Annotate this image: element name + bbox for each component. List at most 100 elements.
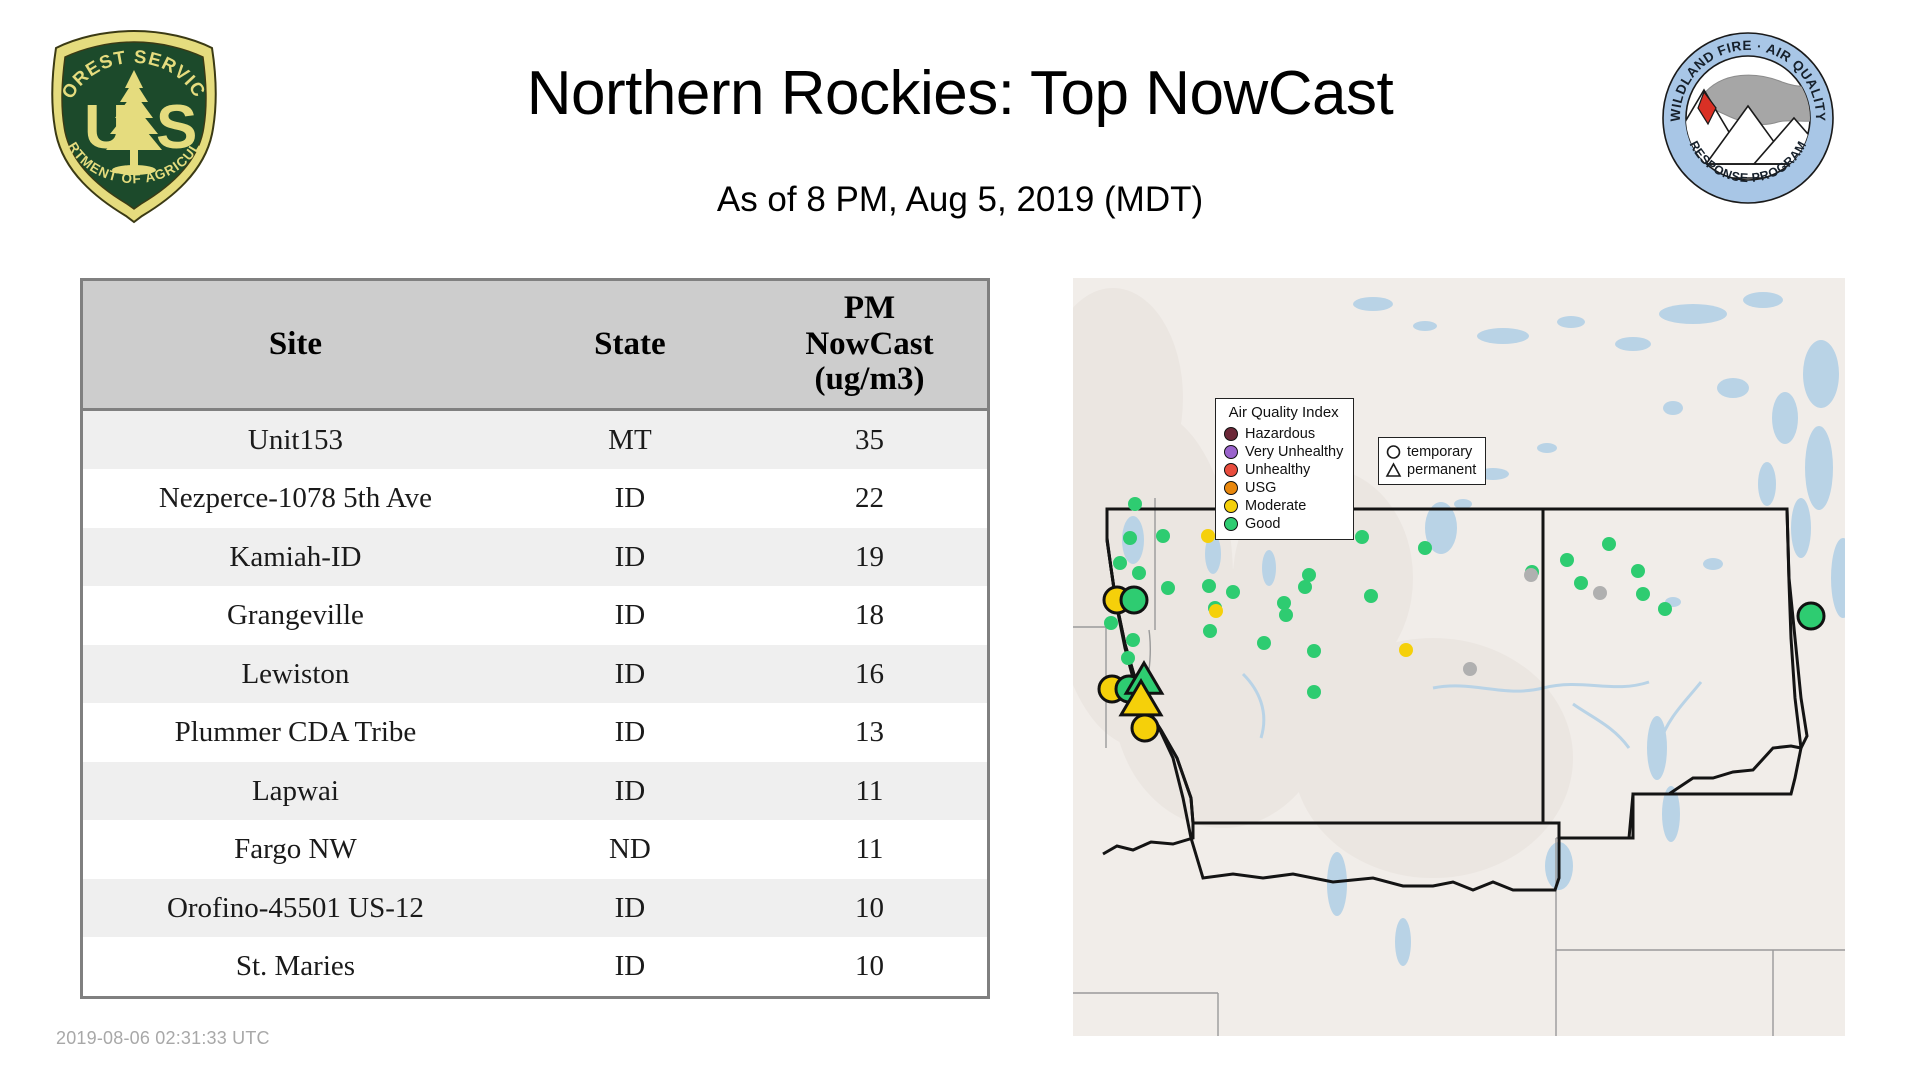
map-canvas[interactable] [1073, 278, 1845, 1036]
state-cell: ID [614, 599, 646, 632]
map-marker-temporary[interactable] [1104, 616, 1118, 630]
map-marker-temporary[interactable] [1574, 576, 1588, 590]
column-header-pm-nowcast: PM NowCast (ug/m3) [751, 281, 987, 411]
state-cell: ID [614, 774, 646, 807]
map-marker-temporary[interactable] [1796, 601, 1826, 631]
aqi-legend-label: Unhealthy [1245, 461, 1311, 478]
site-type-permanent-label: permanent [1407, 462, 1477, 478]
aqi-legend-swatch-icon [1224, 517, 1238, 531]
aqi-legend: Air Quality Index Hazardous Very Unhealth… [1215, 398, 1355, 540]
footer-timestamp: 2019-08-06 02:31:33 UTC [56, 1028, 270, 1048]
map-marker-temporary[interactable] [1302, 568, 1316, 582]
map-marker-temporary[interactable] [1279, 608, 1293, 622]
map-marker-temporary[interactable] [1126, 633, 1140, 647]
us-forest-service-logo: FOREST SERVICE U S DEPARTMENT OF AGRICUL… [37, 9, 224, 224]
pm-nowcast-cell: 18 [854, 599, 884, 632]
site-cell: St. Maries [235, 950, 356, 983]
column-header-pm-line1: PM [843, 290, 896, 326]
site-type-legend: temporary permanent [1378, 437, 1487, 485]
map-marker-temporary[interactable] [1226, 585, 1240, 599]
map-marker-temporary[interactable] [1257, 636, 1271, 650]
map-marker-offline[interactable] [1524, 568, 1538, 582]
map-marker-temporary[interactable] [1631, 564, 1645, 578]
state-cell: ID [614, 482, 646, 515]
map-marker-temporary[interactable] [1209, 604, 1223, 618]
site-type-temporary-label: temporary [1407, 444, 1473, 460]
map-marker-offline[interactable] [1463, 662, 1477, 676]
map-marker-temporary[interactable] [1307, 644, 1321, 658]
map-marker-temporary[interactable] [1161, 581, 1175, 595]
map-marker-temporary[interactable] [1123, 531, 1137, 545]
pm-nowcast-cell: 19 [854, 540, 884, 573]
map-marker-temporary[interactable] [1355, 530, 1369, 544]
page-subtitle: As of 8 PM, Aug 5, 2019 (MDT) [716, 180, 1204, 219]
pm-nowcast-cell: 11 [855, 774, 884, 807]
map-marker-temporary[interactable] [1132, 566, 1146, 580]
site-type-glyphs [1385, 443, 1402, 479]
aqi-legend-label: Good [1245, 515, 1281, 532]
site-cell: Plummer CDA Tribe [174, 716, 417, 749]
state-cell: ID [614, 891, 646, 924]
table-row: St. Maries ID 10 [83, 937, 987, 996]
map-marker-temporary[interactable] [1203, 624, 1217, 638]
air-quality-map[interactable] [1073, 278, 1845, 1036]
map-marker-temporary[interactable] [1364, 589, 1378, 603]
pm-nowcast-cell: 16 [854, 657, 884, 690]
map-marker-temporary[interactable] [1201, 529, 1215, 543]
temporary-circle-icon [1386, 445, 1401, 459]
map-marker-temporary[interactable] [1202, 579, 1216, 593]
aqi-legend-swatch-icon [1224, 445, 1238, 459]
state-cell: ID [614, 657, 646, 690]
nowcast-table-container: Site State PM NowCast (ug/m3) Unit153 MT 3… [80, 278, 990, 999]
state-cell: ID [614, 540, 646, 573]
map-marker-temporary[interactable] [1156, 529, 1170, 543]
map-marker-temporary[interactable] [1277, 596, 1291, 610]
map-marker-temporary[interactable] [1636, 587, 1650, 601]
flame-icon [1697, 90, 1717, 126]
map-marker-temporary[interactable] [1130, 713, 1160, 743]
aqi-legend-swatch-icon [1224, 463, 1238, 477]
table-row: Nezperce-1078 5th Ave ID 22 [83, 469, 987, 528]
pine-tree-icon [106, 70, 162, 175]
aqi-legend-label: Hazardous [1245, 425, 1316, 442]
map-marker-temporary[interactable] [1121, 651, 1135, 665]
map-marker-temporary[interactable] [1128, 497, 1142, 511]
aqi-legend-title: Air Quality Index [1228, 404, 1339, 421]
map-marker-temporary[interactable] [1113, 556, 1127, 570]
map-marker-temporary[interactable] [1602, 537, 1616, 551]
column-header-pm-line2: NowCast [805, 325, 934, 362]
nowcast-table: Site State PM NowCast (ug/m3) Unit153 MT 3… [83, 281, 987, 996]
aqi-legend-item: Good [1224, 515, 1343, 533]
map-marker-temporary[interactable] [1307, 685, 1321, 699]
state-cell: ID [614, 950, 646, 983]
terrain-shading [1073, 288, 1573, 878]
map-marker-temporary[interactable] [1560, 553, 1574, 567]
column-header-site: Site [83, 281, 508, 411]
aqi-legend-item: USG [1224, 479, 1343, 497]
aqi-legend-item: Unhealthy [1224, 461, 1343, 479]
site-cell: Grangeville [226, 599, 364, 632]
map-marker-temporary[interactable] [1418, 541, 1432, 555]
monitor-markers[interactable] [1097, 497, 1826, 743]
site-cell: Kamiah-ID [229, 540, 362, 573]
table-row: Orofino-45501 US-12 ID 10 [83, 878, 987, 938]
map-marker-offline[interactable] [1593, 586, 1607, 600]
map-marker-temporary[interactable] [1298, 580, 1312, 594]
table-header: Site State PM NowCast (ug/m3) [83, 281, 987, 411]
table-row: Lapwai ID 11 [83, 761, 987, 821]
column-header-pm-line3: (ug/m3) [814, 361, 925, 398]
site-cell: Lapwai [251, 774, 339, 807]
state-cell: ND [608, 833, 651, 866]
site-cell: Lewiston [241, 657, 350, 690]
aqi-legend-label: USG [1245, 479, 1277, 496]
map-marker-temporary[interactable] [1119, 585, 1149, 615]
aqi-legend-item: Moderate [1224, 497, 1343, 515]
aqi-legend-item: Hazardous [1224, 425, 1343, 443]
column-header-state: State [507, 281, 752, 411]
table-row: Fargo NW ND 11 [83, 820, 987, 879]
map-marker-temporary[interactable] [1399, 643, 1413, 657]
aqi-legend-label: Very Unhealthy [1245, 443, 1344, 460]
aqi-legend-label: Moderate [1245, 497, 1307, 514]
table-row: Grangeville ID 18 [83, 586, 987, 645]
map-marker-temporary[interactable] [1658, 602, 1672, 616]
